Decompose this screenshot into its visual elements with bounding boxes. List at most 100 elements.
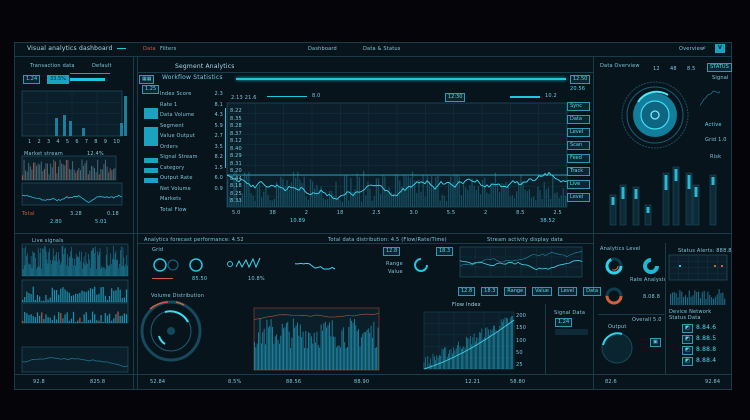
indicator-chip[interactable]: Range (504, 287, 527, 296)
trend-value: 12.4% (87, 151, 104, 157)
side-button[interactable]: Level (567, 128, 590, 137)
side-button[interactable]: Data (567, 115, 590, 124)
bar (88, 253, 89, 276)
alert-bar-chart (670, 289, 726, 305)
list-item[interactable]: Signal Stream (160, 154, 198, 160)
bar (45, 251, 47, 276)
bar (684, 295, 687, 305)
right-tag-3[interactable]: 8.5 (687, 66, 696, 72)
bar (274, 336, 276, 370)
indicator-chip[interactable]: 12.8 (458, 287, 476, 296)
row-label: 8.33 (230, 198, 242, 204)
menu-dashboard[interactable]: Dashboard (308, 46, 337, 52)
knob-button[interactable]: ▣ (650, 338, 661, 347)
mini-value[interactable]: 1.24 (555, 318, 573, 327)
side-button[interactable]: Sync (567, 102, 590, 111)
side-button[interactable]: Level (567, 193, 590, 202)
stat-c[interactable]: 12:30 (445, 93, 466, 102)
right-tag-1[interactable]: 12 (653, 66, 660, 72)
bar (40, 248, 42, 276)
right-tag-2[interactable]: 48 (670, 66, 677, 72)
left-panel-tag[interactable]: Default (92, 63, 112, 69)
bar (263, 328, 265, 370)
bar (124, 96, 127, 136)
indicator-chip[interactable]: Level (557, 287, 578, 296)
gauge-title: Volume Distribution (151, 293, 205, 299)
bar (377, 178, 380, 207)
search-icon[interactable]: ⌕ (703, 45, 707, 51)
left-bar-chart (21, 90, 127, 137)
bar (307, 199, 310, 207)
bar (126, 255, 127, 276)
bar (54, 261, 56, 276)
list-item[interactable]: Data Volume (160, 112, 195, 118)
bar (416, 192, 418, 207)
list-item[interactable]: Category (160, 164, 185, 171)
bar (36, 312, 39, 323)
row-label: 8.44 (230, 175, 242, 182)
bar (60, 262, 62, 276)
indicator-chip[interactable]: Data (583, 287, 602, 296)
bar (526, 190, 528, 207)
list-item[interactable]: Segment (160, 122, 184, 129)
status-badge[interactable]: STATUS (707, 63, 732, 72)
bar (100, 169, 102, 180)
list-item[interactable]: Orders (160, 143, 179, 150)
toolbar-icon[interactable]: ▦▦ (139, 75, 155, 84)
overview-link[interactable]: Overview (679, 46, 705, 52)
menu-data[interactable]: Data (143, 46, 156, 52)
device-icon[interactable]: ◩ (682, 357, 693, 366)
device-icon[interactable]: ◩ (682, 324, 693, 333)
bar (705, 298, 707, 305)
bar (35, 257, 36, 276)
device-icon[interactable]: ◩ (682, 346, 693, 355)
bar (121, 297, 123, 302)
side-block-5[interactable] (144, 178, 158, 183)
side-block-4[interactable] (144, 168, 158, 173)
axis-tick: 2 (37, 139, 41, 145)
list-item[interactable]: Net Volume (160, 185, 191, 192)
side-value-1[interactable]: 12.50 (570, 75, 591, 84)
list-item[interactable]: Value Output (160, 133, 196, 139)
chip-1[interactable]: 12.8 (383, 247, 401, 256)
side-block-1[interactable] (144, 108, 158, 119)
bar (100, 268, 102, 276)
side-button[interactable]: Live (567, 180, 590, 189)
side-block-3[interactable] (144, 158, 158, 163)
level-fill (611, 197, 615, 205)
side-button[interactable]: Scan (567, 141, 590, 150)
menu-filters[interactable]: Filters (160, 46, 177, 52)
side-block-2[interactable] (144, 127, 158, 146)
menu-status[interactable]: Data & Status (363, 46, 401, 52)
chip-2[interactable]: 33.5% (47, 75, 69, 84)
bar (298, 335, 300, 370)
chip-1[interactable]: 1.24 (23, 75, 41, 84)
bar (490, 182, 492, 207)
bar (235, 172, 237, 207)
list-item[interactable]: Rate 1 (160, 101, 178, 108)
bar (399, 180, 401, 207)
list-item[interactable]: Index Score (160, 91, 192, 97)
indicator-chip[interactable]: Value (532, 287, 552, 296)
bar (55, 254, 57, 276)
bar (51, 263, 52, 276)
bar (308, 332, 309, 370)
list-item[interactable]: Total Flow (160, 206, 187, 213)
side-button[interactable]: Feed (567, 154, 590, 163)
bar (488, 193, 490, 207)
chip-2[interactable]: 18.3 (436, 247, 454, 256)
list-scrollbar[interactable] (225, 108, 226, 168)
device-icon[interactable]: ◩ (682, 335, 693, 344)
bar (72, 295, 75, 302)
toolbar-value[interactable]: 1.25 (142, 85, 160, 94)
bar (339, 200, 341, 207)
row-label: 8.29 (230, 153, 242, 159)
list-item[interactable]: Markets (160, 196, 182, 202)
indicator-chip[interactable]: 18.3 (481, 287, 499, 296)
list-item[interactable]: Output Rate (160, 175, 193, 181)
side-button[interactable]: Track (567, 167, 590, 176)
bar (333, 336, 334, 370)
row-label: 8.18 (230, 183, 242, 189)
output-knob[interactable] (600, 331, 634, 365)
axis-tick: 200 (516, 313, 527, 319)
